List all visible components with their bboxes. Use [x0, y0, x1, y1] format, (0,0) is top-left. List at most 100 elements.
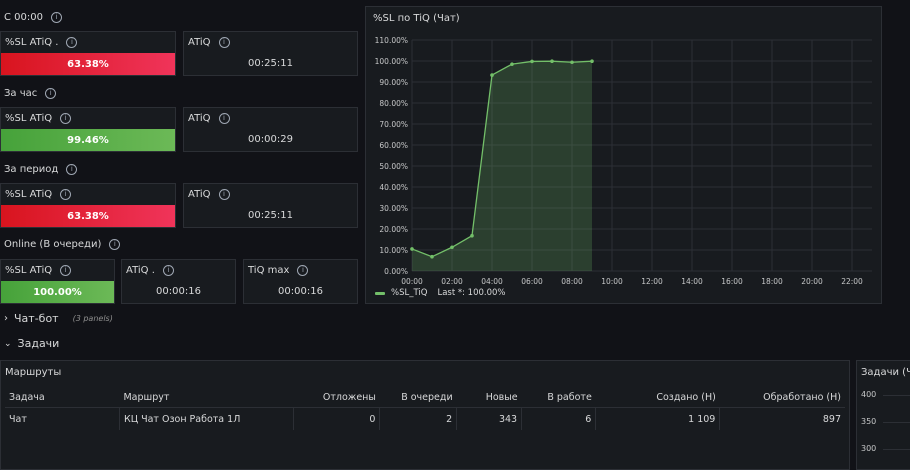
sl-atiq-panel-since-midnight: %SL ATiQ .i 63.38% — [0, 31, 176, 76]
chart-legend[interactable]: %SL_TiQ Last *: 100.00% — [375, 288, 506, 298]
data-point — [450, 245, 454, 250]
sl-value-bar: 99.46% — [1, 129, 175, 151]
chevron-right-icon: › — [4, 313, 8, 324]
y-tick-label: 300 — [861, 444, 877, 453]
sl-atiq-panel-online: %SL ATiQ i 100.00% — [0, 259, 115, 304]
x-tick-label: 10:00 — [601, 277, 623, 286]
sl-value-bar: 63.38% — [1, 205, 175, 227]
data-point — [470, 233, 474, 238]
data-point — [490, 73, 494, 77]
atiq-value: 00:00:16 — [156, 286, 201, 297]
column-header[interactable]: Новые — [456, 387, 522, 408]
column-header[interactable]: Маршрут — [119, 387, 293, 408]
info-icon[interactable]: i — [66, 37, 78, 48]
tiq-max-panel-online: TiQ max i 00:00:16 — [243, 259, 358, 304]
sl-atiq-panel-period: %SL ATiQ i 63.38% — [0, 183, 176, 228]
y-tick-label: 90.00% — [379, 78, 408, 87]
atiq-value: 00:00:29 — [248, 134, 293, 145]
routes-title: Маршруты — [5, 367, 62, 378]
info-icon[interactable]: i — [66, 164, 78, 175]
info-icon[interactable]: i — [218, 37, 230, 48]
tasks-chart-panel: Задачи (Ча 400 350 300 — [856, 360, 910, 470]
group-title-since-midnight: С 00:00 i — [4, 12, 62, 23]
info-icon[interactable]: i — [60, 265, 72, 276]
y-tick-label: 20.00% — [379, 225, 408, 234]
x-tick-label: 12:00 — [641, 277, 663, 286]
x-tick-label: 02:00 — [441, 277, 463, 286]
column-header[interactable]: Задача — [5, 387, 120, 408]
cell-postponed: 0 — [293, 407, 381, 430]
sl-value-bar: 63.38% — [1, 53, 175, 75]
atiq-value: 00:25:11 — [248, 58, 293, 69]
row-chatbot-toggle[interactable]: › Чат-бот (3 panels) — [4, 312, 113, 325]
info-icon[interactable]: i — [50, 12, 62, 23]
column-header[interactable]: Обработано (Н) — [719, 387, 845, 408]
info-icon[interactable]: i — [218, 189, 230, 200]
data-point — [410, 247, 414, 251]
y-tick-label: 400 — [861, 390, 877, 399]
y-tick-label: 10.00% — [379, 246, 408, 255]
row-tasks-toggle[interactable]: ⌄ Задачи — [4, 337, 60, 350]
table-header-row: Задача Маршрут Отложены В очереди Новые … — [5, 387, 845, 408]
atiq-panel-period: ATiQ i 00:25:11 — [183, 183, 358, 228]
grid-line — [883, 422, 910, 423]
x-tick-label: 16:00 — [721, 277, 743, 286]
data-point — [510, 62, 514, 66]
y-tick-label: 80.00% — [379, 99, 408, 108]
data-point — [570, 60, 574, 65]
x-tick-label: 18:00 — [761, 277, 783, 286]
chart-title: %SL по TiQ (Чат) — [373, 13, 460, 24]
column-header[interactable]: Отложены — [293, 387, 380, 408]
legend-swatch-icon — [375, 291, 385, 295]
x-tick-label: 06:00 — [521, 277, 543, 286]
data-point — [550, 59, 554, 64]
info-icon[interactable]: i — [60, 113, 72, 124]
y-tick-label: 70.00% — [379, 120, 408, 129]
cell-route: КЦ Чат Озон Работа 1Л — [119, 407, 294, 430]
column-header[interactable]: В очереди — [379, 387, 457, 408]
grid-line — [883, 449, 910, 450]
y-tick-label: 100.00% — [375, 57, 408, 66]
cell-in-queue: 2 — [379, 407, 458, 430]
y-tick-label: 110.00% — [375, 36, 408, 45]
series-area — [412, 61, 592, 272]
x-tick-label: 04:00 — [481, 277, 503, 286]
data-point — [530, 59, 534, 64]
table-row[interactable]: Чат КЦ Чат Озон Работа 1Л 0 2 343 6 1 10… — [5, 407, 845, 430]
info-icon[interactable]: i — [109, 239, 121, 250]
info-icon[interactable]: i — [162, 265, 174, 276]
tasks-chart-title: Задачи (Ча — [861, 367, 910, 378]
x-tick-label: 22:00 — [841, 277, 863, 286]
y-tick-label: 350 — [861, 417, 877, 426]
cell-created: 1 109 — [595, 407, 721, 430]
y-tick-label: 50.00% — [379, 162, 408, 171]
y-tick-label: 30.00% — [379, 204, 408, 213]
x-tick-label: 00:00 — [401, 277, 423, 286]
column-header[interactable]: В работе — [521, 387, 596, 408]
group-title-online: Online (В очереди) i — [4, 239, 121, 250]
sl-by-tiq-chart[interactable]: 0.00% 10.00% 20.00% 30.00% 40.00% 50.00% 60.00… — [366, 7, 883, 305]
column-header[interactable]: Создано (Н) — [595, 387, 720, 408]
tiq-max-value: 00:00:16 — [278, 286, 323, 297]
sl-by-tiq-chart-panel: %SL по TiQ (Чат) 0.00% 10.00% 20.00% 30.00%… — [365, 6, 882, 304]
info-icon[interactable]: i — [60, 189, 72, 200]
x-tick-label: 08:00 — [561, 277, 583, 286]
data-point — [430, 254, 434, 259]
sl-value-bar: 100.00% — [1, 281, 114, 303]
routes-table: Задача Маршрут Отложены В очереди Новые … — [5, 387, 845, 430]
chevron-down-icon: ⌄ — [4, 338, 12, 349]
data-point — [590, 59, 594, 64]
grid-line — [883, 395, 910, 396]
atiq-panel-last-hour: ATiQ i 00:00:29 — [183, 107, 358, 152]
group-title-last-hour: За час i — [4, 88, 57, 99]
cell-new: 343 — [456, 407, 523, 430]
info-icon[interactable]: i — [218, 113, 230, 124]
sl-atiq-panel-last-hour: %SL ATiQ i 99.46% — [0, 107, 176, 152]
info-icon[interactable]: i — [45, 88, 57, 99]
atiq-value: 00:25:11 — [248, 210, 293, 221]
info-icon[interactable]: i — [297, 265, 309, 276]
x-tick-label: 14:00 — [681, 277, 703, 286]
series-line — [411, 60, 593, 258]
cell-task: Чат — [5, 407, 120, 430]
y-tick-label: 40.00% — [379, 183, 408, 192]
